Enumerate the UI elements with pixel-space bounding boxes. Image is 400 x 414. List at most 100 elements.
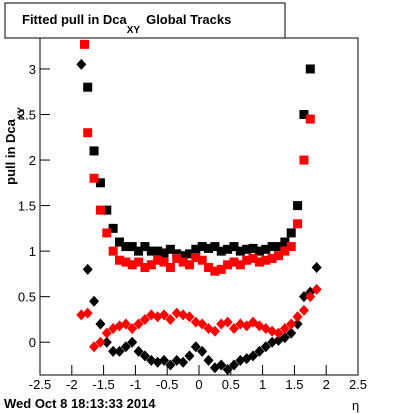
marker bbox=[260, 341, 271, 353]
marker bbox=[305, 114, 315, 124]
marker bbox=[153, 255, 163, 265]
marker bbox=[267, 253, 277, 263]
marker bbox=[248, 243, 258, 253]
marker bbox=[95, 205, 105, 215]
marker bbox=[311, 262, 322, 274]
marker bbox=[197, 255, 207, 265]
marker bbox=[274, 251, 283, 261]
marker bbox=[89, 295, 100, 307]
marker bbox=[229, 257, 239, 267]
marker bbox=[115, 237, 124, 247]
marker bbox=[83, 82, 93, 92]
y-label-subscript: XY bbox=[16, 107, 26, 119]
marker bbox=[172, 249, 182, 259]
marker bbox=[134, 246, 144, 256]
x-tick-label: 0 bbox=[195, 377, 202, 392]
marker bbox=[293, 201, 303, 211]
y-tick-label: 3 bbox=[29, 62, 36, 77]
marker bbox=[82, 263, 93, 275]
marker bbox=[114, 345, 125, 357]
marker bbox=[139, 350, 150, 362]
y-tick-label: 0 bbox=[29, 335, 36, 350]
marker bbox=[210, 266, 220, 276]
marker bbox=[242, 255, 252, 265]
marker bbox=[133, 318, 144, 330]
marker bbox=[293, 219, 303, 229]
title-subscript: XY bbox=[127, 25, 141, 36]
marker bbox=[191, 253, 201, 263]
title-main: Fitted pull in Dca bbox=[22, 12, 127, 27]
marker bbox=[139, 313, 150, 325]
marker bbox=[286, 318, 297, 330]
marker bbox=[229, 242, 239, 252]
marker bbox=[178, 257, 188, 267]
marker bbox=[216, 264, 226, 274]
marker bbox=[261, 244, 271, 254]
marker bbox=[134, 257, 144, 267]
marker bbox=[254, 246, 264, 256]
x-tick-label: 0.5 bbox=[222, 377, 240, 392]
y-tick-label: 1.5 bbox=[18, 199, 36, 214]
marker bbox=[311, 283, 322, 295]
marker bbox=[127, 242, 137, 252]
marker bbox=[279, 332, 290, 344]
marker bbox=[184, 260, 194, 270]
marker bbox=[89, 146, 99, 156]
marker bbox=[222, 364, 233, 376]
x-tick-label: -2 bbox=[66, 377, 78, 392]
marker bbox=[248, 253, 258, 263]
marker bbox=[222, 316, 233, 328]
marker bbox=[159, 248, 169, 258]
marker bbox=[184, 350, 195, 362]
title-rest: Global Tracks bbox=[146, 12, 231, 27]
marker bbox=[203, 354, 214, 366]
marker bbox=[223, 244, 233, 254]
marker bbox=[165, 313, 176, 325]
marker bbox=[261, 255, 271, 265]
marker bbox=[286, 228, 296, 238]
x-tick-label: -2.5 bbox=[29, 377, 51, 392]
marker bbox=[108, 246, 118, 256]
marker bbox=[210, 242, 220, 252]
marker bbox=[121, 242, 131, 252]
marker bbox=[89, 341, 100, 353]
x-tick-label: 2.5 bbox=[349, 377, 367, 392]
marker bbox=[191, 244, 201, 254]
marker bbox=[120, 341, 131, 353]
marker bbox=[216, 359, 227, 371]
marker bbox=[305, 64, 315, 74]
marker bbox=[108, 345, 119, 357]
y-label-main: pull in Dca bbox=[3, 118, 18, 185]
x-tick-label: -1 bbox=[130, 377, 142, 392]
marker bbox=[197, 345, 208, 357]
marker bbox=[248, 350, 259, 362]
marker bbox=[95, 336, 106, 348]
x-tick-label: 1 bbox=[259, 377, 266, 392]
marker bbox=[209, 325, 220, 337]
x-tick-label: -0.5 bbox=[156, 377, 178, 392]
marker bbox=[184, 311, 195, 323]
x-tick-label: 2 bbox=[323, 377, 330, 392]
marker bbox=[235, 260, 245, 270]
marker bbox=[286, 242, 296, 252]
marker bbox=[121, 257, 131, 267]
marker bbox=[286, 327, 297, 339]
marker bbox=[80, 39, 90, 49]
marker bbox=[83, 128, 93, 138]
marker bbox=[101, 327, 112, 339]
marker bbox=[228, 359, 239, 371]
marker bbox=[197, 242, 207, 252]
marker bbox=[127, 260, 137, 270]
marker bbox=[204, 263, 214, 273]
marker bbox=[274, 242, 283, 252]
marker bbox=[292, 318, 303, 330]
marker bbox=[82, 307, 93, 319]
marker bbox=[102, 228, 112, 238]
marker bbox=[190, 341, 201, 353]
marker bbox=[115, 255, 124, 265]
marker bbox=[299, 110, 309, 120]
marker bbox=[235, 246, 245, 256]
marker bbox=[76, 58, 87, 70]
